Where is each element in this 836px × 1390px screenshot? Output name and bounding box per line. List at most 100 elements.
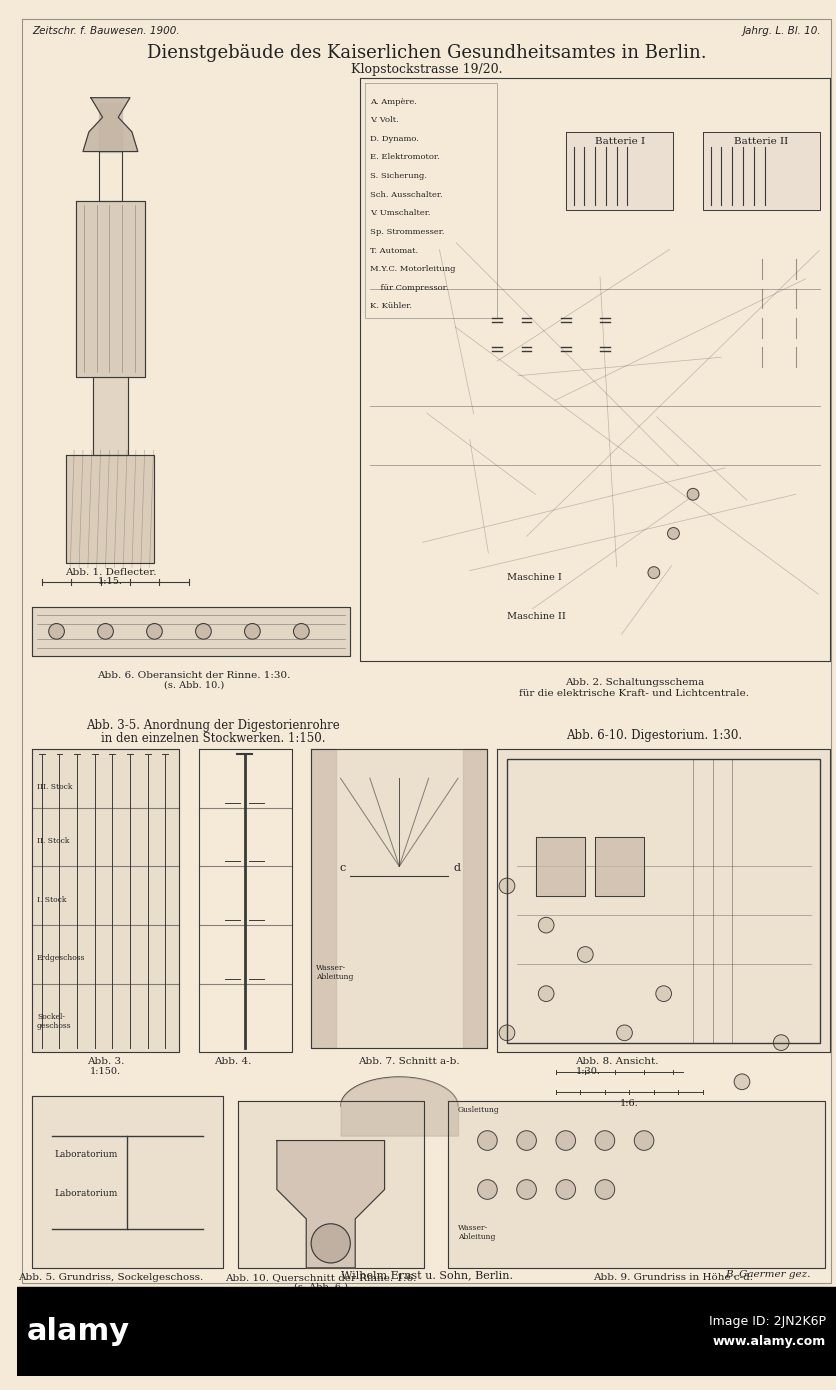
Bar <box>32 749 179 1052</box>
Text: Abb. 2. Schaltungsschema: Abb. 2. Schaltungsschema <box>564 678 704 687</box>
Circle shape <box>146 624 162 639</box>
Circle shape <box>556 1180 575 1200</box>
Bar <box>595 837 644 895</box>
Circle shape <box>293 624 309 639</box>
Text: Batterie II: Batterie II <box>735 136 788 146</box>
Text: 1:15.: 1:15. <box>98 577 123 587</box>
Text: Zeitschr. f. Bauwesen. 1900.: Zeitschr. f. Bauwesen. 1900. <box>32 26 180 36</box>
Bar <box>537 837 585 895</box>
Text: Laboratorium: Laboratorium <box>54 1151 118 1159</box>
Text: E. Elektromotor.: E. Elektromotor. <box>370 153 440 161</box>
Circle shape <box>245 624 260 639</box>
Text: Abb. 10. Querschnitt der Rinne. 1:6.: Abb. 10. Querschnitt der Rinne. 1:6. <box>225 1273 416 1282</box>
Bar <box>311 749 487 1048</box>
Bar <box>463 749 487 1048</box>
Text: V. Volt.: V. Volt. <box>370 117 399 124</box>
Text: Sch. Ausschalter.: Sch. Ausschalter. <box>370 190 442 199</box>
Text: Sockel-
geschoss: Sockel- geschoss <box>37 1013 72 1030</box>
Text: Klopstockstrasse 19/20.: Klopstockstrasse 19/20. <box>351 64 502 76</box>
Bar <box>448 1101 825 1268</box>
Circle shape <box>668 528 680 539</box>
Circle shape <box>477 1180 497 1200</box>
Bar <box>32 1097 223 1268</box>
Text: V. Umschalter.: V. Umschalter. <box>370 210 431 217</box>
Text: Abb. 1. Deflecter.: Abb. 1. Deflecter. <box>64 567 156 577</box>
Circle shape <box>578 947 594 962</box>
Text: Maschine II: Maschine II <box>507 612 566 621</box>
Text: Maschine I: Maschine I <box>507 573 562 581</box>
Bar <box>311 749 335 1048</box>
Bar <box>32 607 350 656</box>
Text: Jahrg. L. Bl. 10.: Jahrg. L. Bl. 10. <box>742 26 821 36</box>
Circle shape <box>655 986 671 1001</box>
Text: Batterie I: Batterie I <box>594 136 645 146</box>
Bar <box>76 200 145 377</box>
Circle shape <box>617 1024 632 1041</box>
Polygon shape <box>277 1141 385 1268</box>
Bar <box>93 377 128 455</box>
Bar <box>99 103 122 152</box>
Circle shape <box>648 567 660 578</box>
Text: (s. Abb. 10.): (s. Abb. 10.) <box>164 680 224 689</box>
Text: für Compressor.: für Compressor. <box>370 284 448 292</box>
Circle shape <box>517 1130 537 1151</box>
Circle shape <box>98 624 114 639</box>
Circle shape <box>48 624 64 639</box>
Bar <box>507 759 820 1042</box>
Text: Laboratorium: Laboratorium <box>54 1190 118 1198</box>
Bar <box>703 132 820 210</box>
Circle shape <box>477 1130 497 1151</box>
Circle shape <box>595 1180 614 1200</box>
Text: alamy: alamy <box>28 1316 130 1346</box>
Text: III. Stock: III. Stock <box>37 783 73 791</box>
Circle shape <box>538 986 554 1001</box>
Text: A. Ampère.: A. Ampère. <box>370 97 417 106</box>
Text: 1:150.: 1:150. <box>90 1068 121 1076</box>
Text: T. Automat.: T. Automat. <box>370 246 418 254</box>
Text: für die elektrische Kraft- und Lichtcentrale.: für die elektrische Kraft- und Lichtcent… <box>519 689 749 698</box>
Circle shape <box>517 1180 537 1200</box>
Text: Image ID: 2JN2K6P: Image ID: 2JN2K6P <box>709 1315 826 1327</box>
Bar <box>237 1101 424 1268</box>
Text: 1:6.: 1:6. <box>620 1099 639 1108</box>
Text: Abb. 3-5. Anordnung der Digestorienrohre: Abb. 3-5. Anordnung der Digestorienrohre <box>86 720 340 733</box>
Circle shape <box>734 1074 750 1090</box>
Text: Abb. 6-10. Digestorium. 1:30.: Abb. 6-10. Digestorium. 1:30. <box>566 730 742 742</box>
Text: Abb. 5. Grundriss, Sockelgeschoss.: Abb. 5. Grundriss, Sockelgeschoss. <box>18 1273 203 1282</box>
Text: D. Dynamo.: D. Dynamo. <box>370 135 419 143</box>
Text: in den einzelnen Stockwerken. 1:150.: in den einzelnen Stockwerken. 1:150. <box>101 733 325 745</box>
Text: (s. Abb. 6.): (s. Abb. 6.) <box>294 1283 348 1291</box>
Circle shape <box>311 1223 350 1264</box>
Circle shape <box>635 1130 654 1151</box>
Text: www.alamy.com: www.alamy.com <box>713 1334 826 1347</box>
Text: S. Sicherung.: S. Sicherung. <box>370 172 427 181</box>
Circle shape <box>687 488 699 500</box>
Text: Wilhelm Ernst u. Sohn, Berlin.: Wilhelm Ernst u. Sohn, Berlin. <box>341 1270 512 1280</box>
Text: Abb. 8. Ansicht.: Abb. 8. Ansicht. <box>575 1058 659 1066</box>
Text: 1:30.: 1:30. <box>575 1068 600 1076</box>
Bar <box>497 749 830 1052</box>
Bar <box>566 132 674 210</box>
Text: I. Stock: I. Stock <box>37 895 66 904</box>
Bar <box>66 455 155 563</box>
Text: Sp. Strommesser.: Sp. Strommesser. <box>370 228 445 236</box>
Polygon shape <box>83 97 138 152</box>
Text: Wasser-
Ableitung: Wasser- Ableitung <box>458 1223 496 1241</box>
Circle shape <box>773 1034 789 1051</box>
Text: d: d <box>453 863 460 873</box>
Text: Abb. 9. Grundriss in Höhe c-d.: Abb. 9. Grundriss in Höhe c-d. <box>594 1273 753 1282</box>
Circle shape <box>499 1024 515 1041</box>
Bar <box>18 1287 836 1376</box>
Circle shape <box>499 878 515 894</box>
Text: Abb. 4.: Abb. 4. <box>214 1058 252 1066</box>
Text: K. Kühler.: K. Kühler. <box>370 303 412 310</box>
Circle shape <box>556 1130 575 1151</box>
Text: Abb. 3.: Abb. 3. <box>87 1058 125 1066</box>
Text: II. Stock: II. Stock <box>37 837 69 845</box>
Text: B. Gaermer gez.: B. Gaermer gez. <box>725 1270 811 1279</box>
Text: c: c <box>339 863 345 873</box>
Text: Abb. 6. Oberansicht der Rinne. 1:30.: Abb. 6. Oberansicht der Rinne. 1:30. <box>97 670 290 680</box>
Text: Gusleitung: Gusleitung <box>458 1106 500 1115</box>
Circle shape <box>196 624 212 639</box>
Text: Abb. 7. Schnitt a-b.: Abb. 7. Schnitt a-b. <box>359 1058 460 1066</box>
